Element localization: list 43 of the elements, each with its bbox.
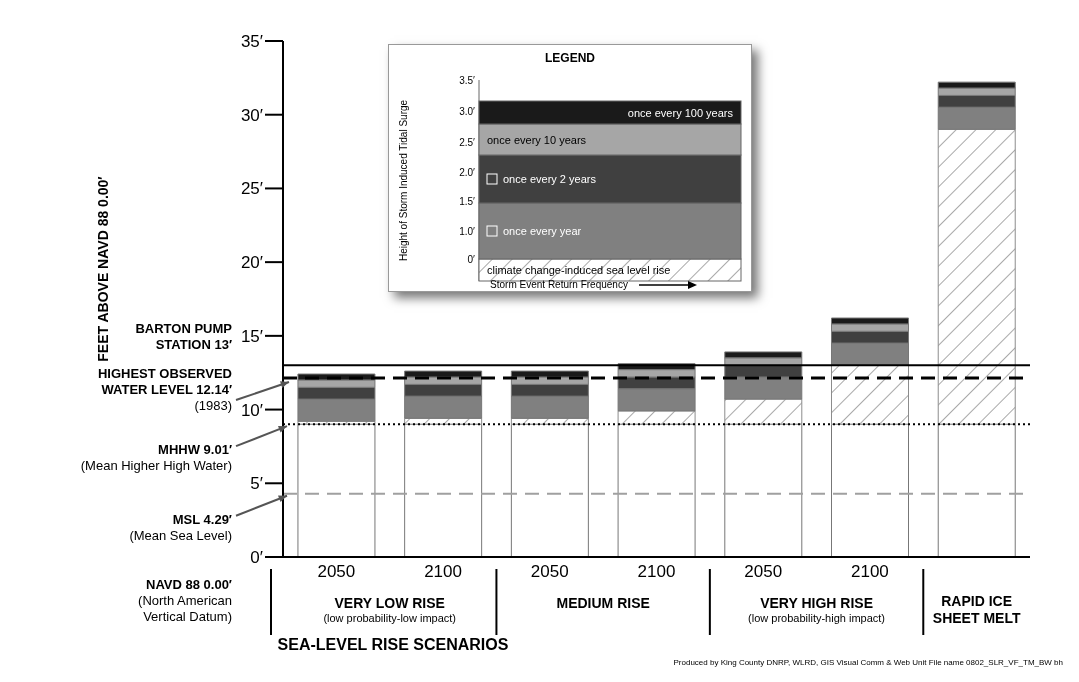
y-tick-label: 25′ <box>240 179 263 199</box>
text: VERY LOW RISE <box>333 595 446 612</box>
text: VERY HIGH RISE <box>759 595 874 612</box>
text: Produced by King County DNRP, WLRD, GIS Visual Comm & Web Unit File name 0802_SLR_VF_TM_BW bh <box>673 658 1063 667</box>
text: MEDIUM RISE <box>555 595 651 612</box>
y-tick-label: 30′ <box>240 105 263 125</box>
annotation: 2.5′ <box>459 137 476 148</box>
ref-line-label: MSL 4.29′ (Mean Sea Level) <box>129 511 232 544</box>
ref-line-label: BARTON PUMP STATION 13′ <box>135 321 232 354</box>
annotation: Storm Event Return Frequency <box>490 279 628 290</box>
annotation: 0′ <box>467 254 476 265</box>
x-axis-title: SEA-LEVEL RISE SCENARIOS <box>276 636 510 654</box>
text: once every 10 years <box>487 133 587 146</box>
text: RAPID ICE SHEET MELT <box>931 593 1022 627</box>
annotation: Height of Storm Induced Tidal Surge <box>398 99 409 262</box>
x-tick-label: 2100 <box>851 562 889 582</box>
text: once every 100 years <box>627 106 734 119</box>
legend-label: once every 2 years <box>503 173 597 185</box>
x-tick-label: 2100 <box>637 562 676 582</box>
legend-label: once every year <box>503 225 582 237</box>
y-tick-label: 5′ <box>250 474 263 494</box>
legend-title: LEGEND <box>544 51 596 65</box>
y-tick-label: 0′ <box>250 548 263 568</box>
text: (low probability-high impact) <box>747 612 887 625</box>
y-tick-label: 20′ <box>240 253 263 273</box>
y-tick-label: 15′ <box>240 326 263 346</box>
annotation: 1.5′ <box>459 196 476 207</box>
text: (low probability-low impact) <box>322 612 458 625</box>
annotation: 2.0′ <box>459 167 476 178</box>
ref-line-label: HIGHEST OBSERVED WATER LEVEL 12.14′ (1983) <box>97 366 232 415</box>
annotation: 3.0′ <box>459 106 476 117</box>
x-tick-label: 2050 <box>744 562 783 582</box>
x-tick-label: 2050 <box>317 562 356 582</box>
text: NAVD 88 0.00′ (North American Vertical Datum) <box>138 577 232 625</box>
annotation: 1.0′ <box>459 226 476 237</box>
text: FEET ABOVE NAVD 88 0.00′ <box>95 176 111 362</box>
text: climate change-induced sea level rise <box>487 264 671 276</box>
annotation: 3.5′ <box>459 75 476 86</box>
y-tick-label: 10′ <box>240 400 263 420</box>
ref-line-label: MHHW 9.01′ (Mean Higher High Water) <box>80 442 232 475</box>
y-tick-label: 35′ <box>240 32 263 52</box>
x-tick-label: 2050 <box>530 562 569 582</box>
x-tick-label: 2100 <box>424 562 462 582</box>
